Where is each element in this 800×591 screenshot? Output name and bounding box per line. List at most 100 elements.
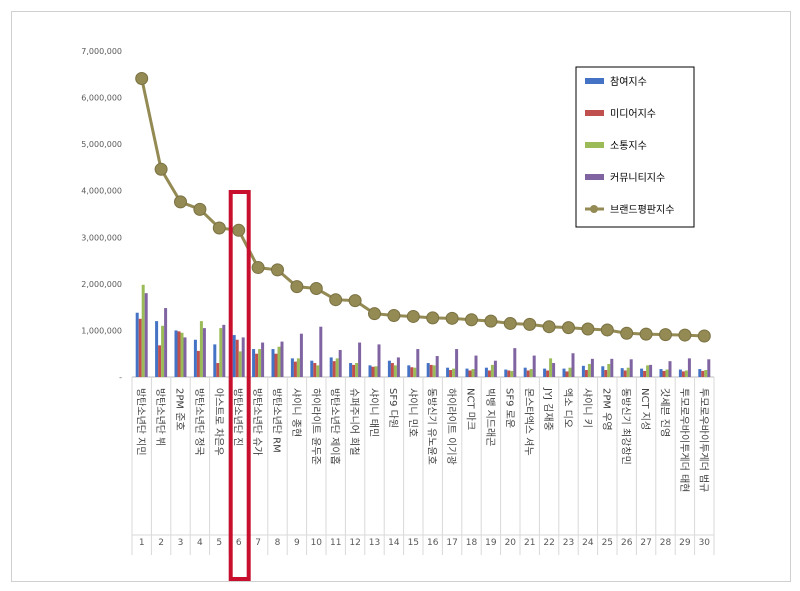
x-rank-label: 19 [485,538,497,548]
point-브랜드평판지수 [329,293,343,307]
x-category-label: JYJ 김재중 [542,387,554,431]
bar-커뮤니티지수 [338,349,342,377]
y-tick-label: 7,000,000 [81,47,122,56]
x-rank-label: 11 [330,538,341,548]
x-category-label: 투모로우바이투게더 범규 [697,388,709,492]
x-rank-label: 5 [216,538,222,548]
bar-참여지수 [581,365,585,377]
legend-label: 브랜드평판지수 [610,204,674,216]
point-브랜드평판지수 [484,314,498,328]
point-브랜드평판지수 [135,71,149,85]
x-category-label: 빅뱅 지드래곤 [484,388,496,446]
bar-소통지수 [432,365,436,377]
bar-커뮤니티지수 [455,349,459,377]
bar-소통지수 [704,370,708,377]
bar-소통지수 [471,369,475,377]
bar-커뮤니티지수 [183,337,187,377]
x-rank-label: 28 [660,538,672,548]
bar-미디어지수 [487,370,491,377]
bar-소통지수 [335,358,339,377]
point-브랜드평판지수 [523,317,537,331]
bar-미디어지수 [235,339,239,377]
x-category-label: 투모로우바이투게더 태현 [678,388,690,492]
x-rank-label: 15 [408,538,419,548]
bar-커뮤니티지수 [513,348,517,377]
x-category-label: 하이라이트 윤두준 [309,388,322,465]
bar-미디어지수 [158,345,162,377]
point-브랜드평판지수 [154,162,168,176]
point-브랜드평판지수 [426,311,440,325]
bar-커뮤니티지수 [241,337,245,377]
point-브랜드평판지수 [368,307,381,321]
bar-참여지수 [290,358,294,377]
x-category-label: 방탄소년단 지민 [135,388,147,456]
point-브랜드평판지수 [387,309,401,323]
bar-미디어지수 [429,364,433,377]
legend-swatch [585,110,604,116]
bar-커뮤니티지수 [435,356,439,377]
x-category-label: 방탄소년단 정국 [193,388,205,456]
x-rank-label: 21 [524,538,535,548]
legend-label: 참여지수 [610,76,647,88]
x-rank-label: 30 [699,538,711,548]
y-tick-label: 3,000,000 [81,233,122,242]
bar-참여지수 [407,365,411,377]
bar-참여지수 [504,369,508,377]
x-rank-label: 25 [602,538,613,548]
bar-커뮤니티지수 [261,342,265,377]
x-category-label: 하이라이트 이기광 [445,388,458,465]
bar-참여지수 [659,369,663,377]
point-브랜드평판지수 [290,280,304,294]
bar-커뮤니티지수 [474,355,478,377]
point-브랜드평판지수 [620,326,634,340]
bar-커뮤니티지수 [358,342,362,377]
bar-소통지수 [180,332,184,377]
bar-소통지수 [296,358,300,377]
bar-커뮤니티지수 [687,358,691,377]
bar-참여지수 [232,335,236,377]
x-rank-label: 8 [275,538,281,548]
point-브랜드평판지수 [212,221,226,235]
bar-미디어지수 [701,370,705,377]
bar-소통지수 [355,363,359,377]
point-브랜드평판지수 [348,294,362,308]
bar-소통지수 [277,346,281,377]
bar-소통지수 [374,366,378,377]
x-category-label: 샤이니 태민 [368,388,380,437]
x-category-label: 갓세븐 진영 [659,388,671,437]
point-브랜드평판지수 [503,316,517,330]
point-브랜드평판지수 [174,195,187,209]
bar-커뮤니티지수 [668,361,672,377]
bar-미디어지수 [274,353,278,377]
x-rank-label: 13 [369,538,380,548]
point-브랜드평판지수 [406,309,420,323]
bar-커뮤니티지수 [280,341,284,377]
bar-참여지수 [135,312,139,377]
bar-참여지수 [368,365,372,377]
bar-소통지수 [568,367,572,377]
bar-참여지수 [310,360,314,377]
bar-참여지수 [155,321,159,377]
point-브랜드평판지수 [600,323,614,337]
y-tick-label: 4,000,000 [81,187,122,196]
bar-커뮤니티지수 [222,324,226,377]
point-브랜드평판지수 [271,263,284,277]
x-category-label: 방탄소년단 뷔 [154,388,166,446]
bar-참여지수 [271,349,275,377]
bar-미디어지수 [371,366,375,377]
x-category-label: 아스트로 차은우 [212,388,224,456]
legend-swatch [585,142,604,148]
bar-미디어지수 [623,370,627,377]
bar-참여지수 [465,368,469,377]
bar-커뮤니티지수 [610,358,614,377]
x-category-label: 방탄소년단 제이홉 [329,388,342,465]
bar-미디어지수 [526,370,530,377]
x-rank-label: 29 [679,538,691,548]
bar-소통지수 [510,370,514,377]
bar-커뮤니티지수 [629,359,633,377]
highlight-box [228,190,251,581]
bar-미디어지수 [138,318,142,377]
bar-미디어지수 [662,370,666,377]
bar-미디어지수 [584,370,588,377]
